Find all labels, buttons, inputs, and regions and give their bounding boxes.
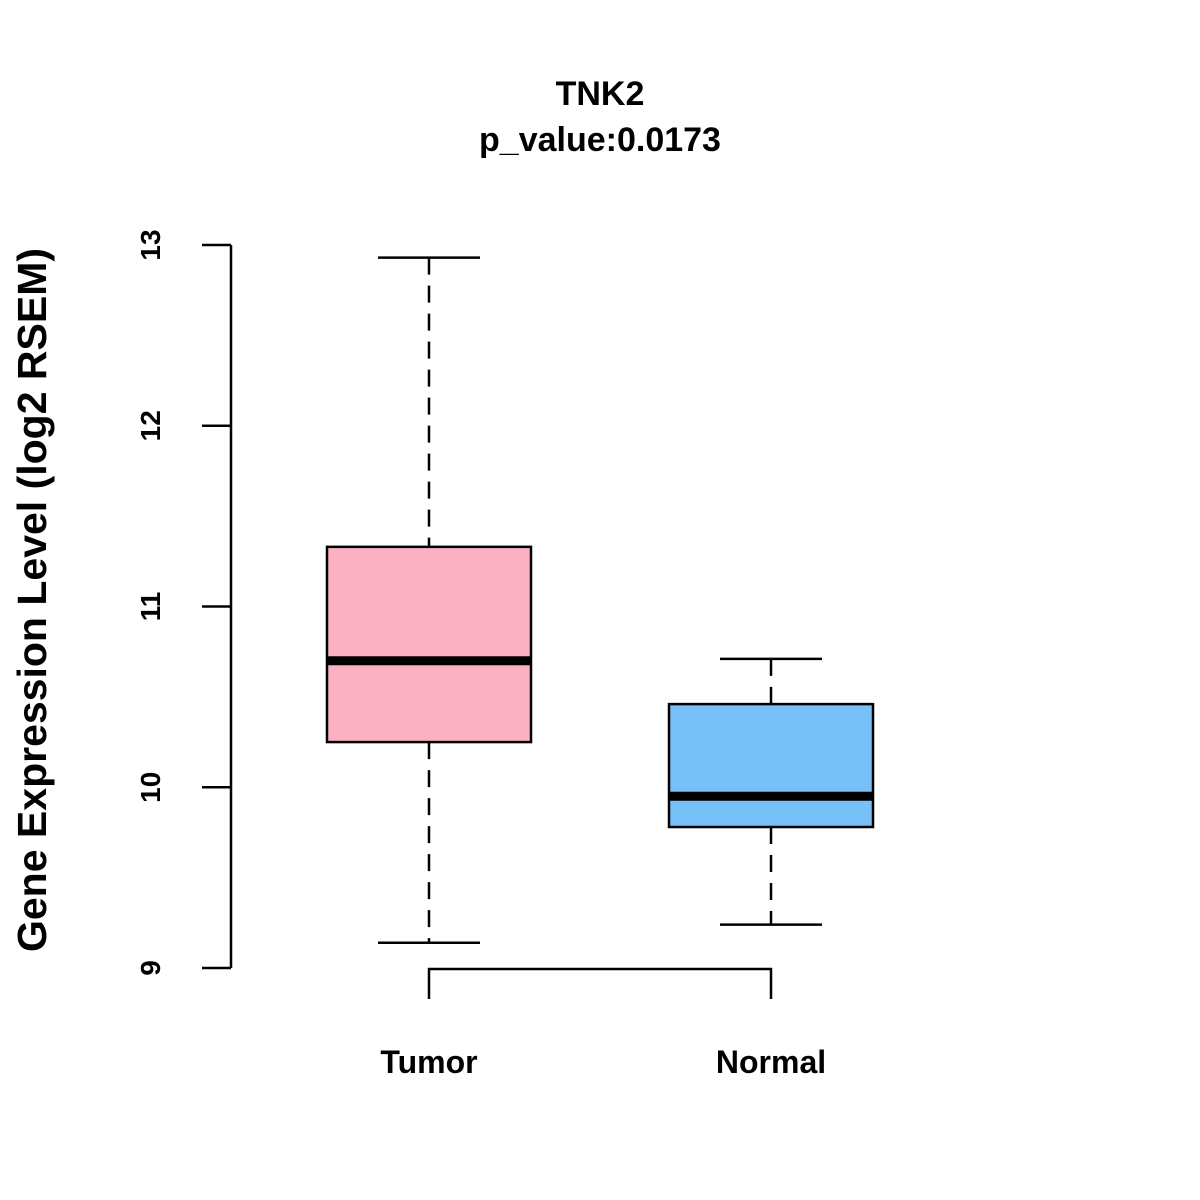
chart-title: TNK2 — [556, 75, 645, 113]
y-tick-label: 12 — [135, 410, 166, 441]
iqr-box — [667, 702, 875, 829]
x-axis: Tumor Normal — [380, 1044, 826, 1080]
iqr-box — [325, 545, 533, 744]
comparison-bracket — [427, 967, 773, 999]
y-tick-label: 9 — [135, 960, 166, 976]
y-tick-label: 10 — [135, 772, 166, 803]
box-tumor — [325, 256, 533, 944]
y-axis-label: Gene Expression Level (log2 RSEM) — [9, 248, 55, 952]
chart-subtitle: p_value:0.0173 — [479, 121, 721, 159]
y-tick-label: 11 — [135, 592, 166, 622]
bracket-line — [427, 967, 773, 999]
box-normal — [667, 657, 875, 926]
y-tick-label: 13 — [135, 229, 166, 260]
y-axis: 9 10 11 12 13 — [135, 229, 233, 976]
x-tick-label: Normal — [716, 1044, 826, 1080]
boxes — [325, 256, 875, 944]
x-tick-label: Tumor — [380, 1044, 477, 1080]
